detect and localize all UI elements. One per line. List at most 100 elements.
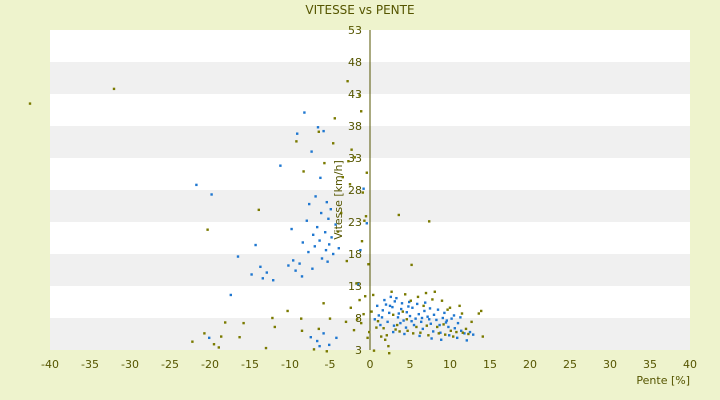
data-point <box>388 311 391 315</box>
data-point <box>428 220 431 223</box>
data-point <box>191 340 194 343</box>
data-point <box>430 337 433 340</box>
data-point <box>332 142 335 145</box>
data-point <box>403 332 406 336</box>
data-point <box>320 257 324 260</box>
data-point <box>432 330 435 333</box>
data-point <box>322 332 325 335</box>
data-point <box>385 334 388 337</box>
data-point <box>360 321 363 325</box>
data-point <box>261 277 264 280</box>
data-point <box>464 327 468 331</box>
data-point <box>212 343 216 346</box>
data-point <box>407 305 410 308</box>
y-tick-label: 28 <box>348 184 362 197</box>
x-tick-label: -20 <box>201 358 219 371</box>
data-point <box>408 314 412 318</box>
data-point <box>459 316 462 319</box>
data-point <box>336 230 340 233</box>
data-point <box>449 329 452 332</box>
data-point <box>477 312 480 315</box>
data-point <box>432 313 436 316</box>
data-point <box>436 308 440 311</box>
data-point <box>265 271 268 274</box>
data-point <box>384 338 387 341</box>
x-tick-label: 30 <box>603 358 617 371</box>
data-point <box>468 330 472 334</box>
data-point <box>328 317 332 320</box>
data-point <box>412 323 416 327</box>
data-point <box>316 126 320 129</box>
data-point <box>416 295 420 299</box>
data-point <box>317 327 320 331</box>
data-point <box>400 307 403 311</box>
data-point <box>290 227 293 231</box>
data-point <box>401 310 404 313</box>
data-point <box>400 302 404 305</box>
data-point <box>325 350 328 353</box>
data-point <box>355 282 358 285</box>
data-point <box>384 303 388 306</box>
data-point <box>242 321 245 325</box>
data-point <box>360 240 364 243</box>
data-point <box>259 265 262 268</box>
data-point <box>345 259 348 263</box>
data-point <box>461 331 464 334</box>
data-point <box>320 211 323 215</box>
data-point <box>391 305 394 309</box>
chart-title: VITESSE vs PENTE <box>305 3 414 17</box>
data-point <box>404 326 408 329</box>
data-point <box>356 318 359 321</box>
x-tick-label: 10 <box>443 358 457 371</box>
data-point <box>383 298 386 302</box>
data-point <box>386 320 389 324</box>
data-point <box>327 217 330 220</box>
data-point <box>427 334 430 337</box>
data-point <box>414 317 417 320</box>
x-tick-label: -15 <box>241 358 259 371</box>
data-point <box>364 295 367 298</box>
data-point <box>465 339 468 342</box>
data-point <box>347 160 350 163</box>
data-point <box>452 335 455 338</box>
data-point <box>410 263 413 267</box>
data-point <box>195 183 198 187</box>
data-point <box>272 279 275 282</box>
data-point <box>358 94 361 97</box>
data-point <box>314 195 317 198</box>
data-point <box>271 316 274 320</box>
data-point <box>298 262 301 265</box>
data-point <box>329 208 332 211</box>
data-point <box>300 317 303 320</box>
data-point <box>410 320 413 323</box>
data-point <box>389 295 392 299</box>
data-point <box>349 306 352 309</box>
data-point <box>442 323 445 326</box>
data-point <box>382 327 385 330</box>
x-tick-label: 35 <box>643 358 657 371</box>
data-point <box>308 202 311 206</box>
data-point <box>362 312 365 316</box>
data-point <box>335 336 338 340</box>
data-point <box>322 302 325 305</box>
data-point <box>307 250 310 254</box>
data-point <box>460 329 463 332</box>
data-point <box>286 309 289 313</box>
data-point <box>428 307 432 310</box>
data-point <box>323 161 326 165</box>
data-point <box>318 344 321 348</box>
data-point <box>365 171 368 174</box>
data-point <box>445 319 448 322</box>
data-point <box>444 321 448 324</box>
data-point <box>348 183 352 186</box>
data-point <box>456 321 460 325</box>
x-tick-label: -35 <box>81 358 99 371</box>
data-point <box>340 211 343 215</box>
data-point <box>396 323 399 327</box>
data-point <box>292 259 295 262</box>
data-point <box>337 247 340 250</box>
data-point <box>419 331 422 334</box>
data-point <box>441 316 444 320</box>
data-point <box>408 300 411 304</box>
data-point <box>376 320 380 323</box>
